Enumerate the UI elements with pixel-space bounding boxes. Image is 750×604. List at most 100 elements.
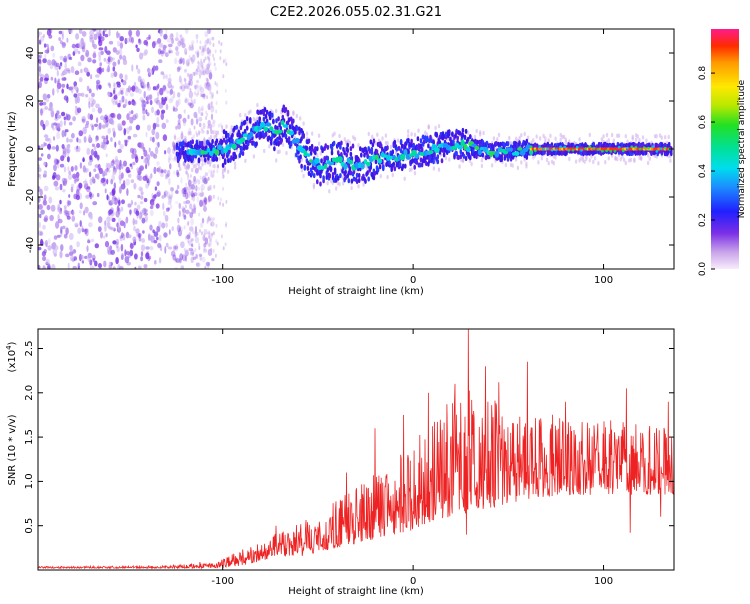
noise-dot [126, 169, 131, 173]
noise-dot [108, 168, 111, 173]
ridge-halo-dot [518, 136, 521, 141]
noise-dot [68, 194, 71, 198]
noise-dot [202, 129, 205, 134]
noise-dot [117, 59, 121, 65]
noise-dot [54, 113, 58, 119]
ridge-halo-dot [407, 133, 410, 139]
ridge-dot [378, 164, 382, 170]
ridge-halo-dot [467, 130, 470, 135]
ridge-dot [307, 138, 311, 144]
noise-dot [195, 79, 200, 84]
ridge-dot [182, 140, 185, 146]
ridge-dot [445, 150, 449, 155]
noise-dot [140, 256, 144, 262]
noise-dot [149, 151, 154, 157]
ridge-dot [360, 152, 363, 158]
ridge-dot [395, 162, 399, 168]
noise-dot [47, 59, 52, 66]
noise-dot [38, 81, 42, 89]
noise-dot [161, 195, 165, 199]
noise-dot [198, 70, 202, 77]
noise-dot [205, 261, 211, 267]
noise-dot [184, 82, 187, 87]
noise-dot [188, 247, 194, 252]
noise-dot [67, 143, 71, 149]
noise-dot [66, 83, 69, 90]
ridge-halo-dot [607, 156, 610, 161]
ridge-dot [525, 138, 529, 144]
ridge-dot [210, 143, 213, 149]
noise-dot [59, 120, 63, 128]
noise-dot [106, 216, 111, 223]
noise-dot [122, 80, 127, 86]
ridge-dot [456, 135, 460, 141]
ridge-halo-dot [362, 182, 365, 187]
noise-dot [39, 213, 42, 219]
noise-dot [177, 40, 182, 47]
noise-dot [103, 235, 106, 239]
noise-dot [189, 185, 193, 191]
noise-dot [172, 105, 175, 112]
noise-dot [96, 29, 100, 34]
ridge-halo-dot [341, 181, 345, 186]
noise-dot [190, 184, 195, 190]
noise-dot [89, 155, 93, 161]
ridge-dot [346, 142, 350, 148]
ridge-dot [273, 146, 276, 152]
ridge-dot [208, 142, 211, 148]
noise-dot [183, 215, 187, 220]
ridge-halo-dot [520, 133, 523, 138]
noise-dot [163, 169, 167, 174]
noise-dot [143, 208, 149, 213]
noise-dot [200, 107, 203, 112]
ridge-dot [420, 147, 424, 153]
noise-dot [142, 175, 148, 181]
noise-dot [180, 265, 185, 269]
ridge-halo-dot [275, 158, 278, 163]
noise-dot [121, 95, 125, 103]
noise-dot [125, 250, 130, 256]
noise-dot [119, 144, 124, 150]
noise-dot [207, 262, 210, 269]
ridge-halo-dot [187, 164, 190, 169]
noise-dot [225, 223, 227, 228]
noise-dot [140, 191, 144, 196]
ridge-dot [372, 138, 376, 144]
ridge-halo-dot [516, 165, 520, 171]
noise-dot [210, 113, 214, 121]
noise-dot [130, 179, 135, 184]
ridge-dot [475, 154, 478, 160]
noise-dot [164, 52, 169, 58]
noise-dot [175, 100, 179, 108]
ridge-dot [419, 138, 423, 144]
snr-xlabel: Height of straight line (km) [288, 586, 424, 597]
noise-dot [209, 41, 212, 46]
strong-band-dot [538, 145, 541, 149]
ridge-dot [321, 147, 324, 153]
ridge-dot [370, 146, 374, 152]
noise-dot [86, 71, 91, 77]
ridge-halo-dot [585, 154, 588, 159]
noise-dot [167, 157, 171, 164]
noise-dot [179, 85, 183, 90]
noise-dot [46, 94, 51, 99]
ridge-halo-dot [180, 131, 184, 136]
noise-dot [88, 134, 91, 142]
noise-dot [147, 160, 150, 167]
ridge-dot [350, 178, 354, 184]
noise-dot [69, 56, 73, 61]
noise-dot [178, 210, 181, 218]
noise-dot [177, 122, 182, 130]
noise-dot [222, 186, 225, 191]
noise-dot [106, 50, 111, 55]
snr-y-tick-label: 2.0 [24, 385, 35, 401]
noise-dot [117, 123, 122, 129]
strong-band-dot [605, 149, 608, 153]
noise-dot [90, 265, 95, 269]
noise-dot [192, 134, 196, 139]
ridge-halo-dot [333, 131, 336, 136]
noise-dot [203, 242, 207, 248]
ridge-dot [349, 151, 353, 157]
noise-dot [183, 225, 186, 230]
noise-dot [78, 182, 83, 189]
